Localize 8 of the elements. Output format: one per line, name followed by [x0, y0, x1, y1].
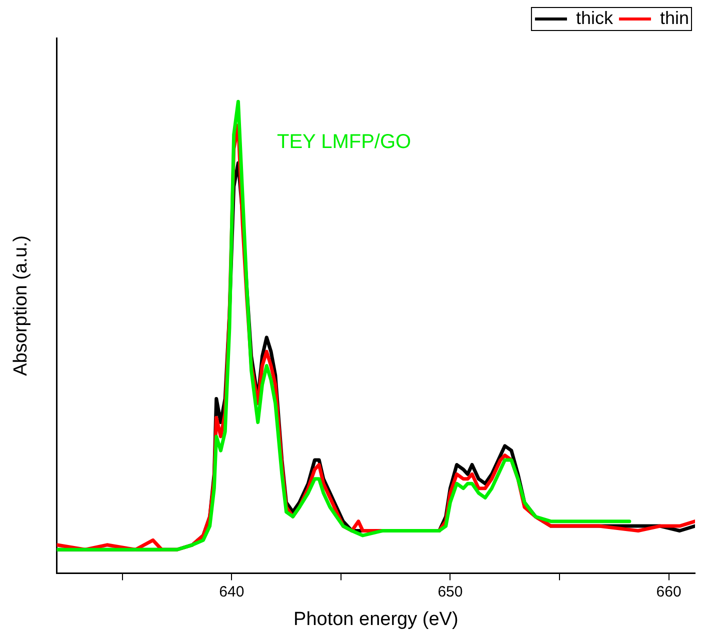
x-axis-title: Photon energy (eV)	[294, 608, 458, 630]
legend-label: thick	[576, 8, 614, 28]
legend-label: thin	[660, 8, 690, 28]
x-tick-label: 640	[219, 583, 244, 600]
x-tick-label: 650	[438, 583, 463, 600]
x-tick-label: 660	[656, 583, 682, 600]
y-axis-title: Absorption (a.u.)	[10, 235, 32, 376]
annotation: TEY LMFP/GO	[276, 130, 412, 153]
